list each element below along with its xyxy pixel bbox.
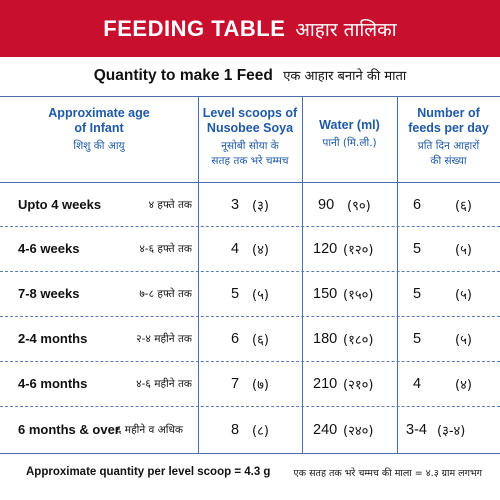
column-header-age: Approximate age of Infant शिशु की आयु [0,96,198,182]
feeds-value: 4 [413,375,422,392]
age-hindi: ७-८ हफ्ते तक [139,287,192,300]
scoops-value-hindi: (५) [252,287,269,303]
water-value-hindi: (९०) [347,198,371,214]
column-divider [198,96,199,454]
row-divider [0,316,500,317]
feeds-value: 5 [413,330,422,347]
scoops-value-hindi: (८) [252,423,269,439]
feeds-value-hindi: (३-४) [437,423,466,439]
feeds-value-hindi: (५) [455,287,472,303]
water-value-hindi: (१२०) [343,242,374,258]
table-row: 4-6 months ४-६ महीने तक 7 (७) 210 (२१०) … [0,361,500,406]
footnote-english: Approximate quantity per level scoop = 4… [26,466,271,478]
age-hindi: ६ महीने व अधिक [116,423,183,436]
feeds-value-hindi: (५) [455,242,472,258]
scoops-value: 7 [231,375,240,392]
water-value: 90 [318,196,335,213]
column-divider [397,96,398,454]
age-english: 2-4 months [18,331,88,346]
column-header-feeds: Number of feeds per day प्रति दिन आहारों क… [397,96,500,182]
scoops-value: 5 [231,285,240,302]
scoops-value-hindi: (४) [252,242,269,258]
column-header-age-hindi: शिशु की आयु [73,140,125,152]
feeds-value: 5 [413,240,422,257]
column-header-water: Water (ml) पानी (मि.ली.) [302,96,397,182]
header-bottom-rule [0,182,500,183]
table-bottom-rule [0,453,500,454]
scoops-value-hindi: (७) [252,377,269,393]
water-value-hindi: (२१०) [343,377,374,393]
water-value-hindi: (१५०) [343,287,374,303]
scoops-value: 8 [231,421,240,438]
footnote-hindi: एक सतह तक भरे चम्मच की माला = ४.३ ग्राम … [293,468,482,479]
column-header-feeds-english: Number of feeds per day [408,106,489,135]
title-english: FEEDING TABLE [103,15,286,41]
column-header-age-english: Approximate age of Infant [48,106,150,135]
scoops-value: 3 [231,196,240,213]
table-row: 6 months & over ६ महीने व अधिक 8 (८) 240… [0,406,500,453]
water-value: 150 [313,285,338,302]
water-value: 210 [313,375,338,392]
water-value: 180 [313,330,338,347]
water-value-hindi: (१८०) [343,332,374,348]
title-hindi: आहार तालिका [295,18,397,41]
age-english: 6 months & over [18,422,120,437]
table-row: 4-6 weeks ४-६ हफ्ते तक 4 (४) 120 (१२०) 5… [0,226,500,271]
scoops-value: 4 [231,240,240,257]
feeds-value-hindi: (५) [455,332,472,348]
title-banner: FEEDING TABLE आहार तालिका [0,0,500,57]
row-divider [0,271,500,272]
feeds-value-hindi: (४) [455,377,472,393]
table-row: Upto 4 weeks ४ हफ्ते तक 3 (३) 90 (९०) 6 … [0,182,500,227]
age-hindi: ४-६ महीने तक [136,377,192,390]
column-header-water-english: Water (ml) [319,118,380,132]
subtitle-hindi: एक आहार बनाने की माता [283,69,407,84]
age-hindi: ४ हफ्ते तक [148,198,192,211]
row-divider [0,406,500,407]
table-row: 7-8 weeks ७-८ हफ्ते तक 5 (५) 150 (१५०) 5… [0,271,500,316]
water-value: 120 [313,240,338,257]
scoops-value: 6 [231,330,240,347]
feeding-table: Approximate age of Infant शिशु की आयु Lev… [0,96,500,454]
column-divider [302,96,303,454]
feeds-value: 5 [413,285,422,302]
scoops-value-hindi: (६) [252,332,269,348]
age-english: Upto 4 weeks [18,197,102,212]
feeds-value: 6 [413,196,422,213]
age-english: 4-6 months [18,376,88,391]
water-value: 240 [313,421,338,438]
subtitle-english: Quantity to make 1 Feed [93,67,273,84]
feeds-value-hindi: (६) [455,198,472,214]
column-header-scoops: Level scoops of Nusobee Soya नूसोबी सोया … [198,96,302,182]
water-value-hindi: (२४०) [343,423,374,439]
feeds-value: 3-4 [406,421,427,438]
column-header-scoops-hindi: नूसोबी सोया के सतह तक भरे चम्मच [211,140,289,167]
row-divider [0,226,500,227]
column-header-feeds-hindi: प्रति दिन आहारों की संख्या [417,140,480,167]
age-hindi: २-४ महीने तक [136,332,192,345]
column-header-scoops-english: Level scoops of Nusobee Soya [202,106,298,135]
age-english: 7-8 weeks [18,286,80,301]
row-divider [0,361,500,362]
age-hindi: ४-६ हफ्ते तक [139,242,192,255]
table-top-rule [0,96,500,97]
scoops-value-hindi: (३) [252,198,269,214]
age-english: 4-6 weeks [18,241,80,256]
table-row: 2-4 months २-४ महीने तक 6 (६) 180 (१८०) … [0,316,500,361]
table-subtitle: Quantity to make 1 Feed एक आहार बनाने की… [0,66,500,88]
column-header-water-hindi: पानी (मि.ली.) [322,137,377,149]
